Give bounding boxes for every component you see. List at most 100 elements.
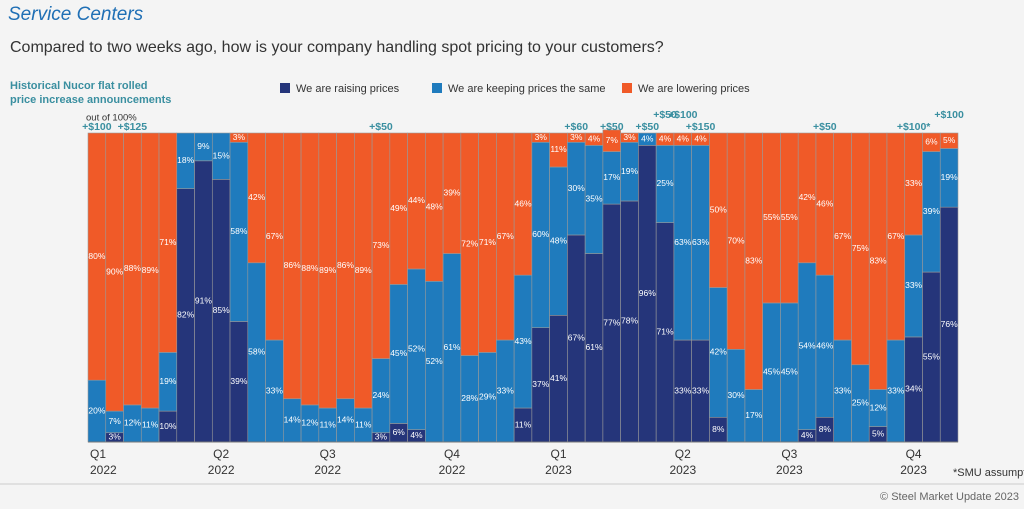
value-label: 63% <box>674 237 691 247</box>
value-label: 52% <box>426 356 443 366</box>
value-label: 5% <box>943 135 956 145</box>
value-label: 85% <box>213 305 230 315</box>
value-label: 71% <box>657 327 674 337</box>
footnote: *SMU assumption <box>953 467 1024 479</box>
x-tick-label: 2023 <box>900 463 927 477</box>
value-label: 19% <box>941 172 958 182</box>
value-label: 5% <box>872 429 885 439</box>
chart-title: Service Centers <box>8 4 144 25</box>
price-announcement: +$50 <box>600 121 624 133</box>
legend-swatch <box>432 83 442 93</box>
value-label: 17% <box>603 172 620 182</box>
value-label: 77% <box>603 317 620 327</box>
value-label: 67% <box>834 231 851 241</box>
value-label: 3% <box>535 132 548 142</box>
value-label: 83% <box>745 255 762 265</box>
value-label: 33% <box>497 385 514 395</box>
value-label: 60% <box>532 229 549 239</box>
price-announcement: +$60 <box>564 121 588 133</box>
x-tick-label: 2022 <box>208 463 235 477</box>
x-tick-label: Q4 <box>444 447 460 461</box>
value-label: 11% <box>355 419 372 429</box>
value-label: 33% <box>905 178 922 188</box>
value-label: 46% <box>816 340 833 350</box>
legend-swatch <box>622 83 632 93</box>
value-label: 8% <box>712 424 725 434</box>
value-label: 15% <box>213 150 230 160</box>
value-label: 33% <box>887 385 904 395</box>
value-label: 17% <box>745 410 762 420</box>
value-label: 19% <box>621 166 638 176</box>
x-tick-label: 2023 <box>545 463 572 477</box>
value-label: 52% <box>408 344 425 354</box>
value-label: 37% <box>532 379 549 389</box>
value-label: 83% <box>870 255 887 265</box>
value-label: 30% <box>728 390 745 400</box>
value-label: 67% <box>568 333 585 343</box>
value-label: 39% <box>443 188 460 198</box>
value-label: 67% <box>266 231 283 241</box>
y-axis-label: out of 100% <box>86 113 137 124</box>
value-label: 71% <box>479 237 496 247</box>
value-label: 43% <box>514 336 531 346</box>
legend-label: We are raising prices <box>296 83 400 95</box>
value-label: 45% <box>781 367 798 377</box>
value-label: 14% <box>284 415 301 425</box>
x-tick-label: 2022 <box>314 463 341 477</box>
value-label: 19% <box>159 376 176 386</box>
value-label: 48% <box>426 201 443 211</box>
value-label: 34% <box>905 384 922 394</box>
value-label: 90% <box>106 266 123 276</box>
legend-label: We are keeping prices the same <box>448 83 606 95</box>
x-tick-label: 2022 <box>439 463 466 477</box>
x-tick-label: Q1 <box>551 447 567 461</box>
bar-segment <box>939 132 959 149</box>
value-label: 12% <box>124 418 141 428</box>
value-label: 7% <box>606 135 619 145</box>
value-label: 55% <box>923 351 940 361</box>
value-label: 3% <box>375 432 388 442</box>
value-label: 61% <box>443 342 460 352</box>
value-label: 45% <box>390 348 407 358</box>
value-label: 4% <box>677 133 690 143</box>
legend-swatch <box>280 83 290 93</box>
value-label: 48% <box>550 235 567 245</box>
value-label: 11% <box>515 419 532 429</box>
value-label: 9% <box>197 141 210 151</box>
value-label: 12% <box>870 402 887 412</box>
price-announcement: +$50 <box>653 109 677 121</box>
note: Historical Nucor flat rolled <box>10 80 148 92</box>
value-label: 89% <box>319 265 336 275</box>
value-label: 39% <box>230 376 247 386</box>
value-label: 55% <box>781 212 798 222</box>
value-label: 58% <box>248 347 265 357</box>
value-label: 14% <box>337 415 354 425</box>
value-label: 58% <box>230 226 247 236</box>
value-label: 50% <box>710 205 727 215</box>
value-label: 71% <box>159 237 176 247</box>
value-label: 42% <box>710 347 727 357</box>
value-label: 89% <box>355 265 372 275</box>
value-label: 25% <box>852 398 869 408</box>
value-label: 75% <box>852 243 869 253</box>
x-tick-label: Q3 <box>781 447 797 461</box>
value-label: 3% <box>108 432 121 442</box>
value-label: 72% <box>461 238 478 248</box>
value-label: 25% <box>657 178 674 188</box>
value-label: 49% <box>390 203 407 213</box>
value-label: 3% <box>623 132 636 142</box>
value-label: 46% <box>816 198 833 208</box>
value-label: 41% <box>550 373 567 383</box>
value-label: 86% <box>337 260 354 270</box>
price-announcement: +$50 <box>369 121 393 133</box>
value-label: 33% <box>692 385 709 395</box>
value-label: 33% <box>674 385 691 395</box>
value-label: 3% <box>233 132 246 142</box>
value-label: 4% <box>588 133 601 143</box>
x-tick-label: Q2 <box>213 447 229 461</box>
value-label: 8% <box>819 424 832 434</box>
value-label: 3% <box>570 132 583 142</box>
chart-subtitle: Compared to two weeks ago, how is your c… <box>10 39 664 56</box>
value-label: 70% <box>728 235 745 245</box>
value-label: 46% <box>514 198 531 208</box>
